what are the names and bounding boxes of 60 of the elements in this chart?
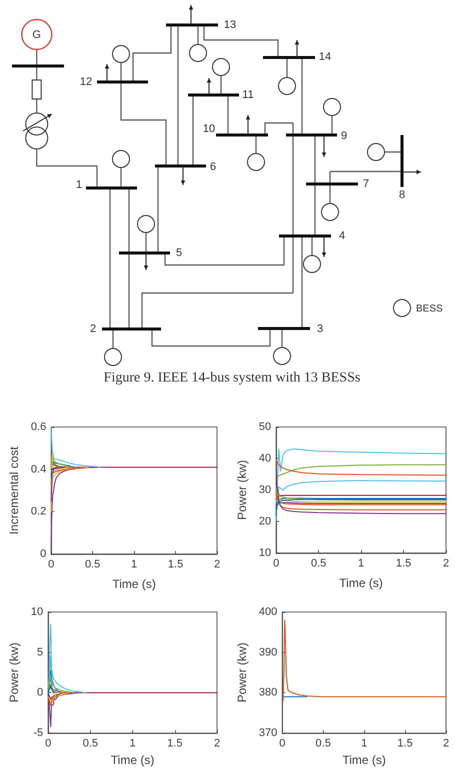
text: 11 xyxy=(242,89,254,101)
x-axis-title: Time (s) xyxy=(339,576,383,590)
y-tick-label: 10 xyxy=(30,606,44,618)
y-tick-label: 40 xyxy=(258,452,272,464)
x-tick-label: 0.5 xyxy=(82,738,98,750)
text: G xyxy=(32,29,41,41)
text: 8 xyxy=(398,189,406,201)
x-tick-label: 2 xyxy=(442,738,450,750)
x-tick-label: 1.5 xyxy=(396,558,412,570)
y-tick-label: -5 xyxy=(33,727,44,740)
text: 10 xyxy=(202,123,216,135)
x-tick-label: 2 xyxy=(214,738,220,750)
text: 14 xyxy=(318,51,332,63)
x-tick-label: 2 xyxy=(442,558,450,570)
y-axis-title: Power (kw) xyxy=(235,642,249,703)
x-tick-label: 2 xyxy=(214,558,220,570)
text: BESS xyxy=(416,304,444,314)
text: 12 xyxy=(80,76,92,88)
x-tick-label: 1.5 xyxy=(168,558,184,570)
x-tick-label: 0 xyxy=(279,738,286,750)
y-axis-title: Power (kw) xyxy=(7,642,21,703)
y-tick-label: 400 xyxy=(258,606,278,618)
x-tick-label: 0.5 xyxy=(310,558,326,570)
y-tick-label: 5 xyxy=(37,646,44,658)
x-tick-label: 0 xyxy=(48,558,54,570)
text: 2 xyxy=(90,323,96,335)
x-tick-label: 0.5 xyxy=(84,558,100,570)
x-axis-title: Time (s) xyxy=(342,753,386,767)
x-axis-title: Time (s) xyxy=(110,753,154,767)
x-tick-label: 1.5 xyxy=(397,738,413,750)
x-axis-title: Time (s) xyxy=(112,577,156,591)
y-tick-label: 0 xyxy=(40,548,46,560)
x-tick-label: 1 xyxy=(358,558,364,570)
y-tick-label: 50 xyxy=(258,421,272,433)
x-tick-label: 0.5 xyxy=(316,738,331,750)
text: 7 xyxy=(362,178,370,190)
caption: Figure 9. IEEE 14-bus system with 13 BESSs xyxy=(104,370,360,386)
y-tick-label: 0 xyxy=(37,686,44,699)
y-tick-label: 0.4 xyxy=(30,463,46,476)
x-tick-label: 1.5 xyxy=(167,738,182,750)
y-tick-label: 390 xyxy=(258,646,278,658)
x-tick-label: 1 xyxy=(361,738,368,750)
y-axis-title: Power (kw) xyxy=(235,460,249,520)
text: 13 xyxy=(224,19,236,31)
y-axis-title: Incremental cost xyxy=(7,446,21,535)
text: 3 xyxy=(316,323,324,335)
text: 5 xyxy=(176,247,182,259)
y-tick-label: 10 xyxy=(258,547,272,559)
y-tick-label: 380 xyxy=(258,686,278,699)
text: 6 xyxy=(210,161,216,173)
text: 9 xyxy=(340,130,348,142)
text: 1 xyxy=(76,179,82,191)
y-tick-label: 30 xyxy=(258,484,272,496)
x-tick-label: 1 xyxy=(130,738,136,750)
x-tick-label: 1 xyxy=(131,558,138,570)
y-tick-label: 370 xyxy=(258,727,278,740)
y-tick-label: 0.6 xyxy=(30,421,46,433)
text: 4 xyxy=(338,230,346,242)
y-tick-label: 20 xyxy=(258,516,272,528)
y-tick-label: 0.2 xyxy=(30,506,46,518)
